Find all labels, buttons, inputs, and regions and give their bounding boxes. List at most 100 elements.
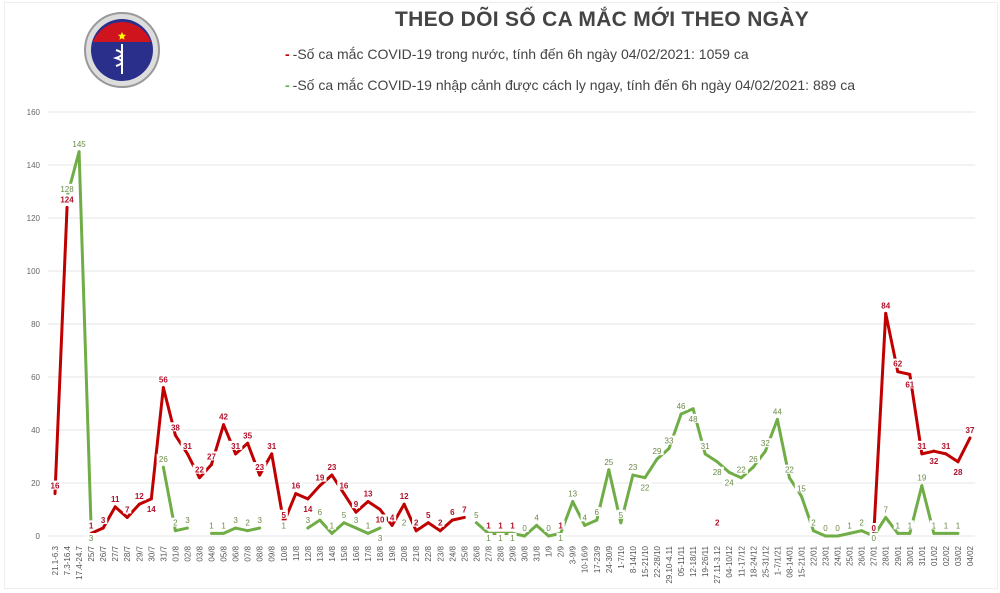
imported-line-segment xyxy=(222,526,238,535)
data-label-background xyxy=(833,523,842,532)
imported-line-segment xyxy=(884,515,900,535)
x-tick-label: 25/7 xyxy=(87,545,96,561)
imported-line-segment xyxy=(872,515,888,538)
domestic-line-segment xyxy=(294,492,310,501)
data-label-background xyxy=(713,517,722,527)
data-label-background xyxy=(951,466,965,476)
domestic-data-label: 0 xyxy=(871,524,876,533)
x-tick-label: 31/7 xyxy=(159,545,168,561)
data-label-background xyxy=(674,401,688,411)
domestic-line-segment xyxy=(366,500,382,511)
data-label-background xyxy=(436,517,445,527)
y-tick-label: 140 xyxy=(27,161,41,170)
domestic-line-segment xyxy=(125,502,141,519)
x-tick-label: 3-9/9 xyxy=(569,545,578,564)
imported-line-segment xyxy=(836,531,852,538)
data-label-background xyxy=(722,477,736,487)
imported-data-label: 25 xyxy=(604,458,613,467)
domestic-data-label: 12 xyxy=(135,492,144,501)
imported-data-label: 33 xyxy=(665,437,674,446)
domestic-data-label: 7 xyxy=(125,505,130,514)
chart-title: THEO DÕI SỐ CA MẮC MỚI THEO NGÀY xyxy=(395,8,810,31)
data-label-background xyxy=(108,493,122,503)
domestic-line-segment xyxy=(53,205,69,496)
data-label-background xyxy=(156,374,171,384)
domestic-data-label: 16 xyxy=(339,482,348,491)
imported-data-label: 1 xyxy=(282,521,287,530)
x-tick-label: 01/8 xyxy=(171,545,180,561)
data-label-background xyxy=(484,533,493,542)
data-label-background xyxy=(710,466,724,476)
imported-data-label: 22 xyxy=(785,466,794,475)
imported-data-label: 1 xyxy=(221,521,226,530)
data-label-background xyxy=(580,512,589,522)
x-tick-label: 11-17/12 xyxy=(737,545,746,577)
x-tick-label: 26/01 xyxy=(858,545,867,566)
x-tick-label: 1-7/10 xyxy=(617,545,626,568)
imported-line-segment xyxy=(535,523,551,538)
data-label-background xyxy=(698,440,712,450)
x-tick-label: 21.1-6.3 xyxy=(51,545,60,575)
imported-data-label: 29 xyxy=(653,447,662,456)
data-label-background xyxy=(255,515,264,525)
x-tick-label: 10/8 xyxy=(280,545,289,561)
domestic-data-label: 31 xyxy=(183,442,192,451)
x-tick-label: 15/8 xyxy=(340,545,349,561)
imported-line-segment xyxy=(318,518,334,535)
x-tick-label: 11/8 xyxy=(292,545,301,561)
x-tick-label: 28/7 xyxy=(123,545,132,561)
imported-data-label: 1 xyxy=(847,521,852,530)
domestic-data-label: 2 xyxy=(438,519,443,528)
data-label-background xyxy=(57,194,77,204)
imported-data-label: 32 xyxy=(761,439,770,448)
imported-line-segment xyxy=(234,526,250,533)
legend-marker-domestic: - xyxy=(285,46,290,62)
data-label-background xyxy=(927,456,941,466)
domestic-data-label: 37 xyxy=(966,426,975,435)
imported-data-label: 3 xyxy=(89,534,94,543)
data-label-background xyxy=(57,183,77,193)
data-label-background xyxy=(746,454,760,464)
domestic-data-label: 1 xyxy=(89,521,94,530)
x-tick-label: 13/8 xyxy=(316,545,325,561)
x-tick-label: 25/01 xyxy=(846,545,855,566)
imported-data-label: 3 xyxy=(257,516,262,525)
imported-line-segment xyxy=(643,457,659,480)
y-tick-label: 100 xyxy=(27,267,41,276)
data-label-background xyxy=(313,472,327,482)
imported-data-label: 0 xyxy=(546,524,551,533)
data-label-background xyxy=(869,533,878,542)
x-tick-label: 25/8 xyxy=(460,545,469,561)
data-label-background xyxy=(361,488,375,498)
x-tick-label: 30/8 xyxy=(521,545,530,561)
x-tick-label: 17/8 xyxy=(364,545,373,561)
domestic-data-label: 1 xyxy=(510,521,515,530)
legend-label-imported: -Số ca mắc COVID-19 nhập cảnh được cách … xyxy=(292,77,855,93)
x-tick-label: 2/9 xyxy=(557,545,566,557)
x-tick-label: 27.11-3.12 xyxy=(713,545,722,583)
domestic-line-segment xyxy=(101,505,117,530)
domestic-data-label: 61 xyxy=(905,380,914,389)
domestic-data-label: 7 xyxy=(462,505,467,514)
imported-data-label: 2 xyxy=(859,519,864,528)
domestic-line-segment xyxy=(944,452,960,464)
x-tick-label: 29/7 xyxy=(135,545,144,561)
x-tick-label: 08/8 xyxy=(256,545,265,561)
imported-data-label: 0 xyxy=(835,524,840,533)
x-tick-label: 17-23/9 xyxy=(593,545,602,573)
domestic-data-label: 42 xyxy=(219,413,228,422)
x-tick-label: 22/01 xyxy=(809,545,818,566)
data-label-background xyxy=(373,514,387,524)
domestic-line-segment xyxy=(872,311,888,538)
data-label-background xyxy=(508,533,517,542)
data-label-background xyxy=(508,520,517,530)
data-label-background xyxy=(758,438,773,448)
domestic-line-segment xyxy=(342,492,358,514)
domestic-data-label: 5 xyxy=(426,511,431,520)
data-label-background xyxy=(460,504,469,514)
x-tick-label: 04/02 xyxy=(966,545,975,566)
x-tick-label: 15-21/10 xyxy=(641,545,650,577)
imported-line-segment xyxy=(811,529,828,538)
data-label-background xyxy=(556,533,565,542)
imported-data-label: 5 xyxy=(619,511,624,520)
